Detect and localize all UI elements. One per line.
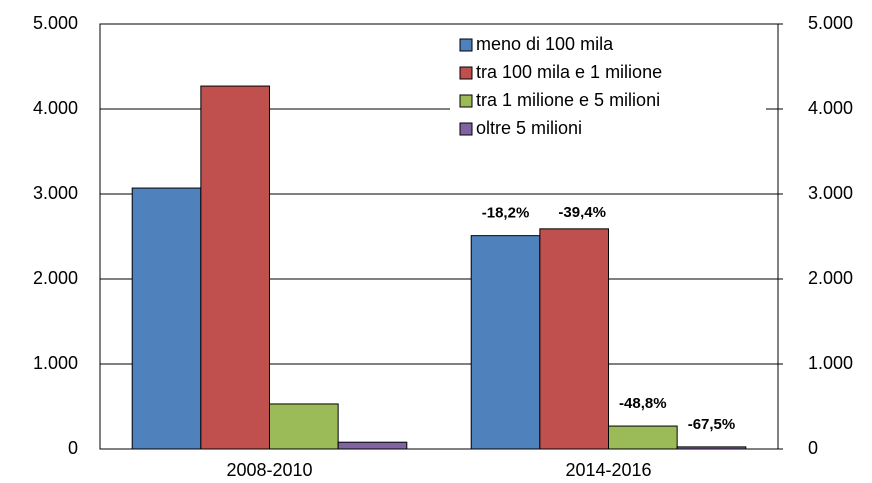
y2-tick-label: 1.000 bbox=[808, 353, 853, 373]
change-label: -18,2% bbox=[482, 205, 530, 222]
legend-box bbox=[450, 30, 766, 148]
bar bbox=[539, 228, 609, 450]
x-tick-label: 2014-2016 bbox=[565, 460, 651, 480]
legend-swatch bbox=[459, 38, 473, 52]
legend-label: meno di 100 mila bbox=[476, 34, 614, 54]
bar bbox=[200, 85, 270, 450]
change-label: -39,4% bbox=[558, 204, 606, 221]
bar bbox=[131, 187, 202, 450]
y2-tick-label: 4.000 bbox=[808, 98, 853, 118]
bar bbox=[608, 425, 678, 450]
plot-frame bbox=[99, 23, 779, 450]
y-tick-label: 0 bbox=[68, 438, 78, 458]
legend-label: tra 100 mila e 1 milione bbox=[476, 62, 662, 82]
bar bbox=[269, 403, 339, 450]
y-tick-label: 1.000 bbox=[33, 353, 78, 373]
legend-label: oltre 5 milioni bbox=[476, 118, 582, 138]
bar bbox=[337, 441, 408, 450]
y-tick-label: 3.000 bbox=[33, 183, 78, 203]
y-tick-label: 4.000 bbox=[33, 98, 78, 118]
legend-label: tra 1 milione e 5 milioni bbox=[476, 90, 660, 110]
legend-swatch bbox=[459, 122, 473, 136]
y-tick-label: 2.000 bbox=[33, 268, 78, 288]
y2-tick-label: 0 bbox=[808, 438, 818, 458]
bar bbox=[470, 235, 541, 450]
y2-tick-label: 2.000 bbox=[808, 268, 853, 288]
x-tick-label: 2008-2010 bbox=[226, 460, 312, 480]
y2-tick-label: 5.000 bbox=[808, 13, 853, 33]
y-tick-label: 5.000 bbox=[33, 13, 78, 33]
legend-swatch bbox=[459, 94, 473, 108]
legend-swatch bbox=[459, 66, 473, 80]
y2-tick-label: 3.000 bbox=[808, 183, 853, 203]
change-label: -48,8% bbox=[619, 395, 667, 412]
change-label: -67,5% bbox=[688, 416, 736, 433]
